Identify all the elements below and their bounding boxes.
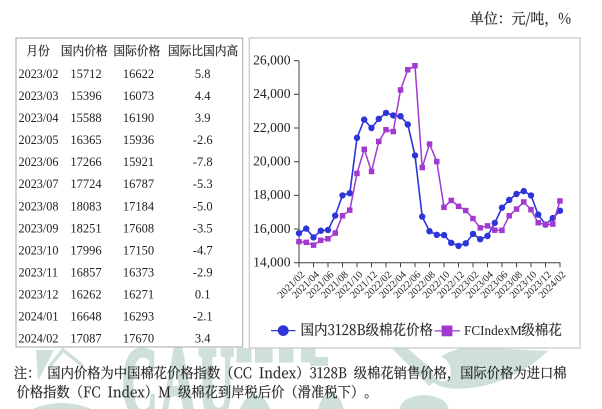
svg-text:17266: 17266 bbox=[70, 155, 101, 169]
svg-text:2023/02: 2023/02 bbox=[19, 67, 59, 81]
svg-text:2023/04: 2023/04 bbox=[19, 111, 59, 125]
svg-text:-4.7: -4.7 bbox=[193, 244, 213, 258]
svg-text:17150: 17150 bbox=[123, 244, 154, 258]
svg-text:17996: 17996 bbox=[70, 244, 101, 258]
svg-text:2024/02: 2024/02 bbox=[19, 332, 59, 346]
svg-text:18,000: 18,000 bbox=[253, 187, 291, 202]
svg-text:16648: 16648 bbox=[70, 310, 101, 324]
svg-text:16271: 16271 bbox=[123, 288, 154, 302]
svg-text:FCIndexM: FCIndexM bbox=[464, 323, 522, 338]
svg-text:2024/01: 2024/01 bbox=[19, 310, 59, 324]
svg-text:16857: 16857 bbox=[70, 266, 101, 280]
svg-text:16073: 16073 bbox=[123, 89, 154, 103]
svg-text:17724: 17724 bbox=[70, 177, 102, 191]
svg-text:16262: 16262 bbox=[70, 288, 101, 302]
svg-text:14,000: 14,000 bbox=[253, 255, 291, 270]
svg-text:16365: 16365 bbox=[70, 133, 101, 147]
svg-text:17184: 17184 bbox=[123, 199, 155, 213]
svg-text:2023/10: 2023/10 bbox=[19, 244, 59, 258]
svg-text:16190: 16190 bbox=[123, 111, 154, 125]
svg-text:17670: 17670 bbox=[123, 332, 154, 346]
svg-text:16373: 16373 bbox=[123, 266, 154, 280]
svg-text:2023/05: 2023/05 bbox=[19, 133, 59, 147]
svg-text:2023/11: 2023/11 bbox=[19, 266, 59, 280]
svg-text:2023/07: 2023/07 bbox=[19, 177, 59, 191]
svg-text:0.1: 0.1 bbox=[195, 288, 211, 302]
svg-text:-2.1: -2.1 bbox=[193, 310, 213, 324]
svg-text:16293: 16293 bbox=[123, 310, 154, 324]
svg-text:2023/08: 2023/08 bbox=[19, 199, 59, 213]
svg-text:17608: 17608 bbox=[123, 221, 154, 235]
svg-text:2023/12: 2023/12 bbox=[19, 288, 59, 302]
svg-text:15396: 15396 bbox=[70, 89, 101, 103]
svg-text:2023/09: 2023/09 bbox=[19, 221, 59, 235]
svg-text:4.4: 4.4 bbox=[195, 89, 211, 103]
svg-text:3.9: 3.9 bbox=[195, 111, 211, 125]
svg-text:17087: 17087 bbox=[70, 332, 101, 346]
svg-text:-2.6: -2.6 bbox=[193, 133, 213, 147]
svg-text:15588: 15588 bbox=[70, 111, 101, 125]
svg-text:15921: 15921 bbox=[123, 155, 154, 169]
svg-text:15936: 15936 bbox=[123, 133, 154, 147]
svg-text:-3.5: -3.5 bbox=[193, 221, 213, 235]
svg-text:16787: 16787 bbox=[123, 177, 154, 191]
svg-text:24,000: 24,000 bbox=[253, 86, 291, 101]
svg-text:16622: 16622 bbox=[123, 67, 154, 81]
svg-text:22,000: 22,000 bbox=[253, 120, 291, 135]
svg-text:-5.3: -5.3 bbox=[193, 177, 213, 191]
svg-text:-5.0: -5.0 bbox=[193, 199, 213, 213]
svg-text:18251: 18251 bbox=[70, 221, 101, 235]
svg-text:15712: 15712 bbox=[70, 67, 101, 81]
svg-text:2023/06: 2023/06 bbox=[19, 155, 59, 169]
svg-text:5.8: 5.8 bbox=[195, 67, 211, 81]
svg-text:16,000: 16,000 bbox=[253, 221, 291, 236]
svg-text:18083: 18083 bbox=[70, 199, 101, 213]
svg-text:20,000: 20,000 bbox=[253, 154, 291, 169]
svg-text:-2.9: -2.9 bbox=[193, 266, 213, 280]
svg-text:26,000: 26,000 bbox=[253, 53, 291, 68]
svg-text:3.4: 3.4 bbox=[195, 332, 211, 346]
svg-text:-7.8: -7.8 bbox=[193, 155, 213, 169]
svg-text:2023/03: 2023/03 bbox=[19, 89, 59, 103]
